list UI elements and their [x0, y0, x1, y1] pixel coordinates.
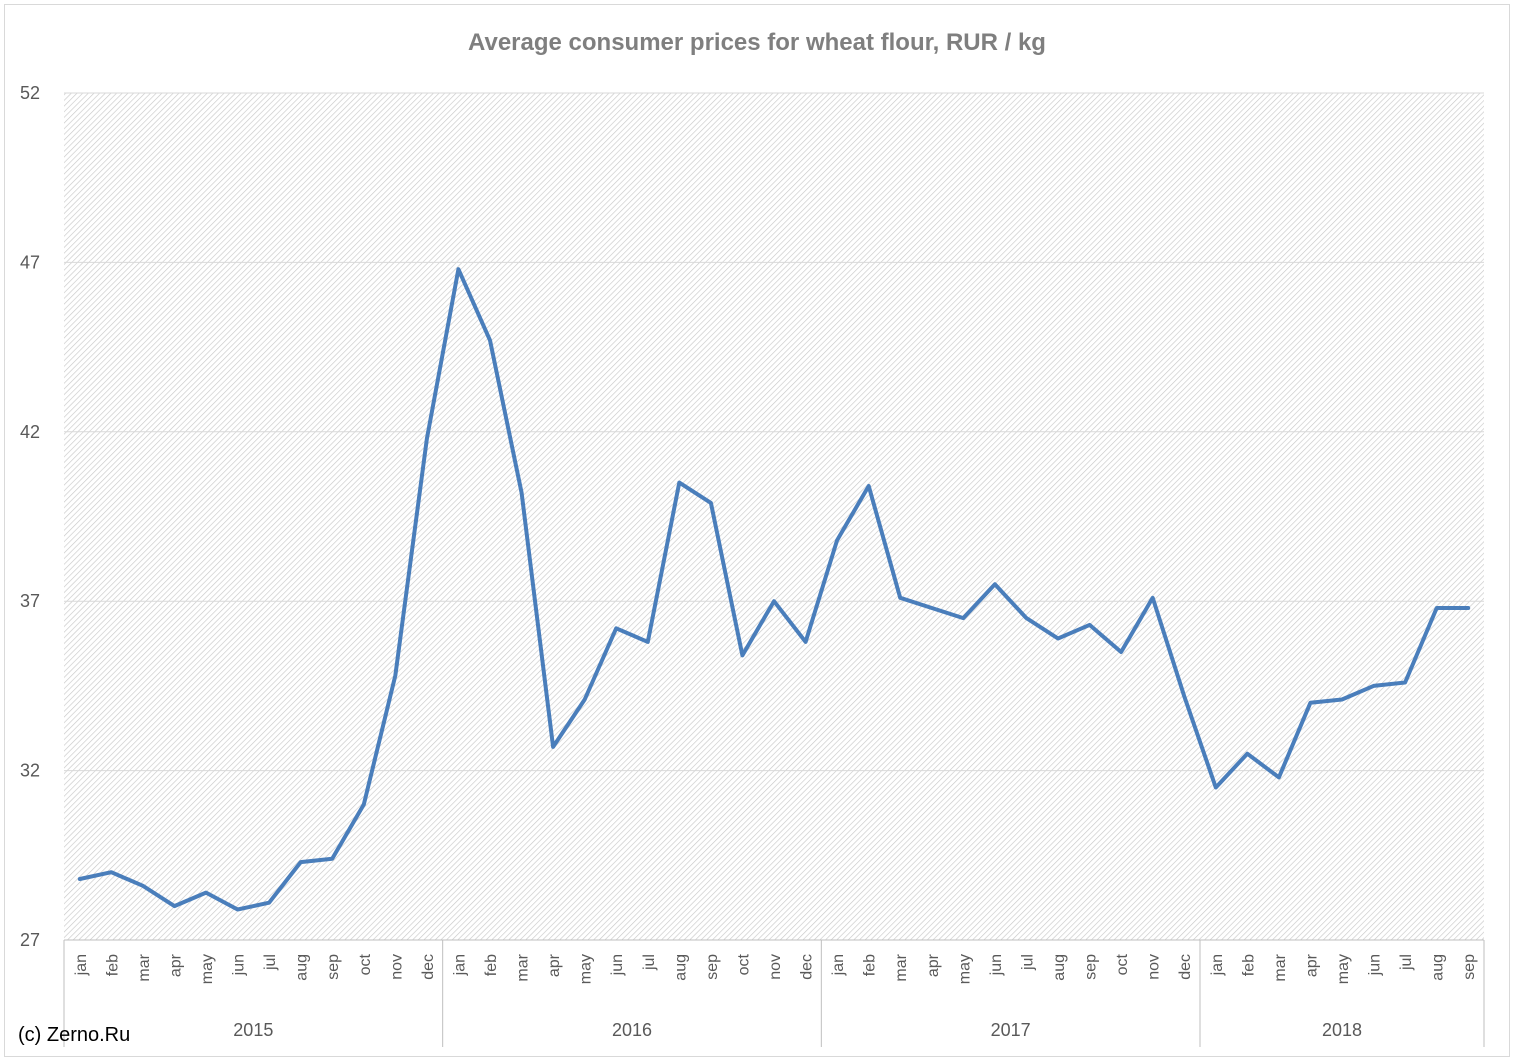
x-tick-label: jul [1019, 954, 1036, 971]
x-tick-label: sep [325, 954, 342, 980]
x-tick-label: aug [294, 954, 311, 981]
x-tick-label: feb [1240, 954, 1257, 976]
x-tick-label: jan [73, 954, 90, 976]
x-tick-label: aug [1051, 954, 1068, 981]
y-axis-tick-labels: 52 47 42 37 32 27 [20, 83, 40, 950]
x-tick-label: jun [231, 954, 248, 976]
x-tick-label: apr [1303, 953, 1320, 977]
x-tick-label: jun [609, 954, 626, 976]
x-tick-label: aug [672, 954, 689, 981]
year-label: 2017 [991, 1020, 1031, 1040]
x-tick-label: oct [1114, 953, 1131, 975]
x-axis-month-labels: jan feb mar apr may jun jul aug sep oct nov dec jan f… [73, 953, 1478, 984]
x-tick-label: feb [862, 954, 879, 976]
x-tick-label: sep [1083, 954, 1100, 980]
x-tick-label: jan [830, 954, 847, 976]
x-tick-label: may [578, 954, 595, 984]
x-tick-label: feb [483, 954, 500, 976]
x-tick-label: may [1335, 954, 1352, 984]
x-tick-label: jul [1398, 954, 1415, 971]
x-tick-label: apr [546, 953, 563, 977]
x-tick-label: jan [1209, 954, 1226, 976]
y-tick-label: 42 [20, 422, 40, 442]
y-tick-label: 27 [20, 930, 40, 950]
x-tick-label: nov [767, 954, 784, 980]
x-tick-label: dec [420, 954, 437, 980]
x-tick-label: feb [104, 954, 121, 976]
x-tick-label: jun [988, 954, 1005, 976]
credit-label: (c) Zerno.Ru [18, 1024, 130, 1046]
x-tick-label: may [956, 954, 973, 984]
x-tick-label: jul [262, 954, 279, 971]
year-label: 2016 [612, 1020, 652, 1040]
series-line [77, 267, 1471, 912]
year-label: 2015 [233, 1020, 273, 1040]
x-tick-label: may [199, 954, 216, 984]
x-tick-label: oct [735, 953, 752, 975]
x-tick-label: mar [515, 953, 532, 981]
y-tick-label: 32 [20, 761, 40, 781]
x-tick-label: nov [388, 954, 405, 980]
x-tick-label: sep [1461, 954, 1478, 980]
y-tick-label: 37 [20, 591, 40, 611]
x-tick-label: jul [641, 954, 658, 971]
x-tick-label: mar [893, 953, 910, 981]
x-tick-label: oct [357, 953, 374, 975]
x-tick-label: jan [451, 954, 468, 976]
year-label: 2018 [1322, 1020, 1362, 1040]
x-tick-label: apr [925, 953, 942, 977]
x-tick-label: apr [167, 953, 184, 977]
x-tick-label: sep [704, 954, 721, 980]
y-tick-label: 47 [20, 252, 40, 272]
y-tick-label: 52 [20, 83, 40, 103]
plot-area [64, 93, 1484, 940]
x-tick-label: nov [1146, 954, 1163, 980]
x-tick-label: dec [799, 954, 816, 980]
x-tick-label: dec [1177, 954, 1194, 980]
x-tick-label: jun [1367, 954, 1384, 976]
series-group [77, 267, 1471, 912]
x-tick-label: mar [136, 953, 153, 981]
x-tick-label: aug [1430, 954, 1447, 981]
x-axis-year-labels: 2015 2016 2017 2018 [63, 940, 1485, 1047]
x-tick-label: mar [1272, 953, 1289, 981]
chart-title: Average consumer prices for wheat flour,… [468, 29, 1046, 56]
